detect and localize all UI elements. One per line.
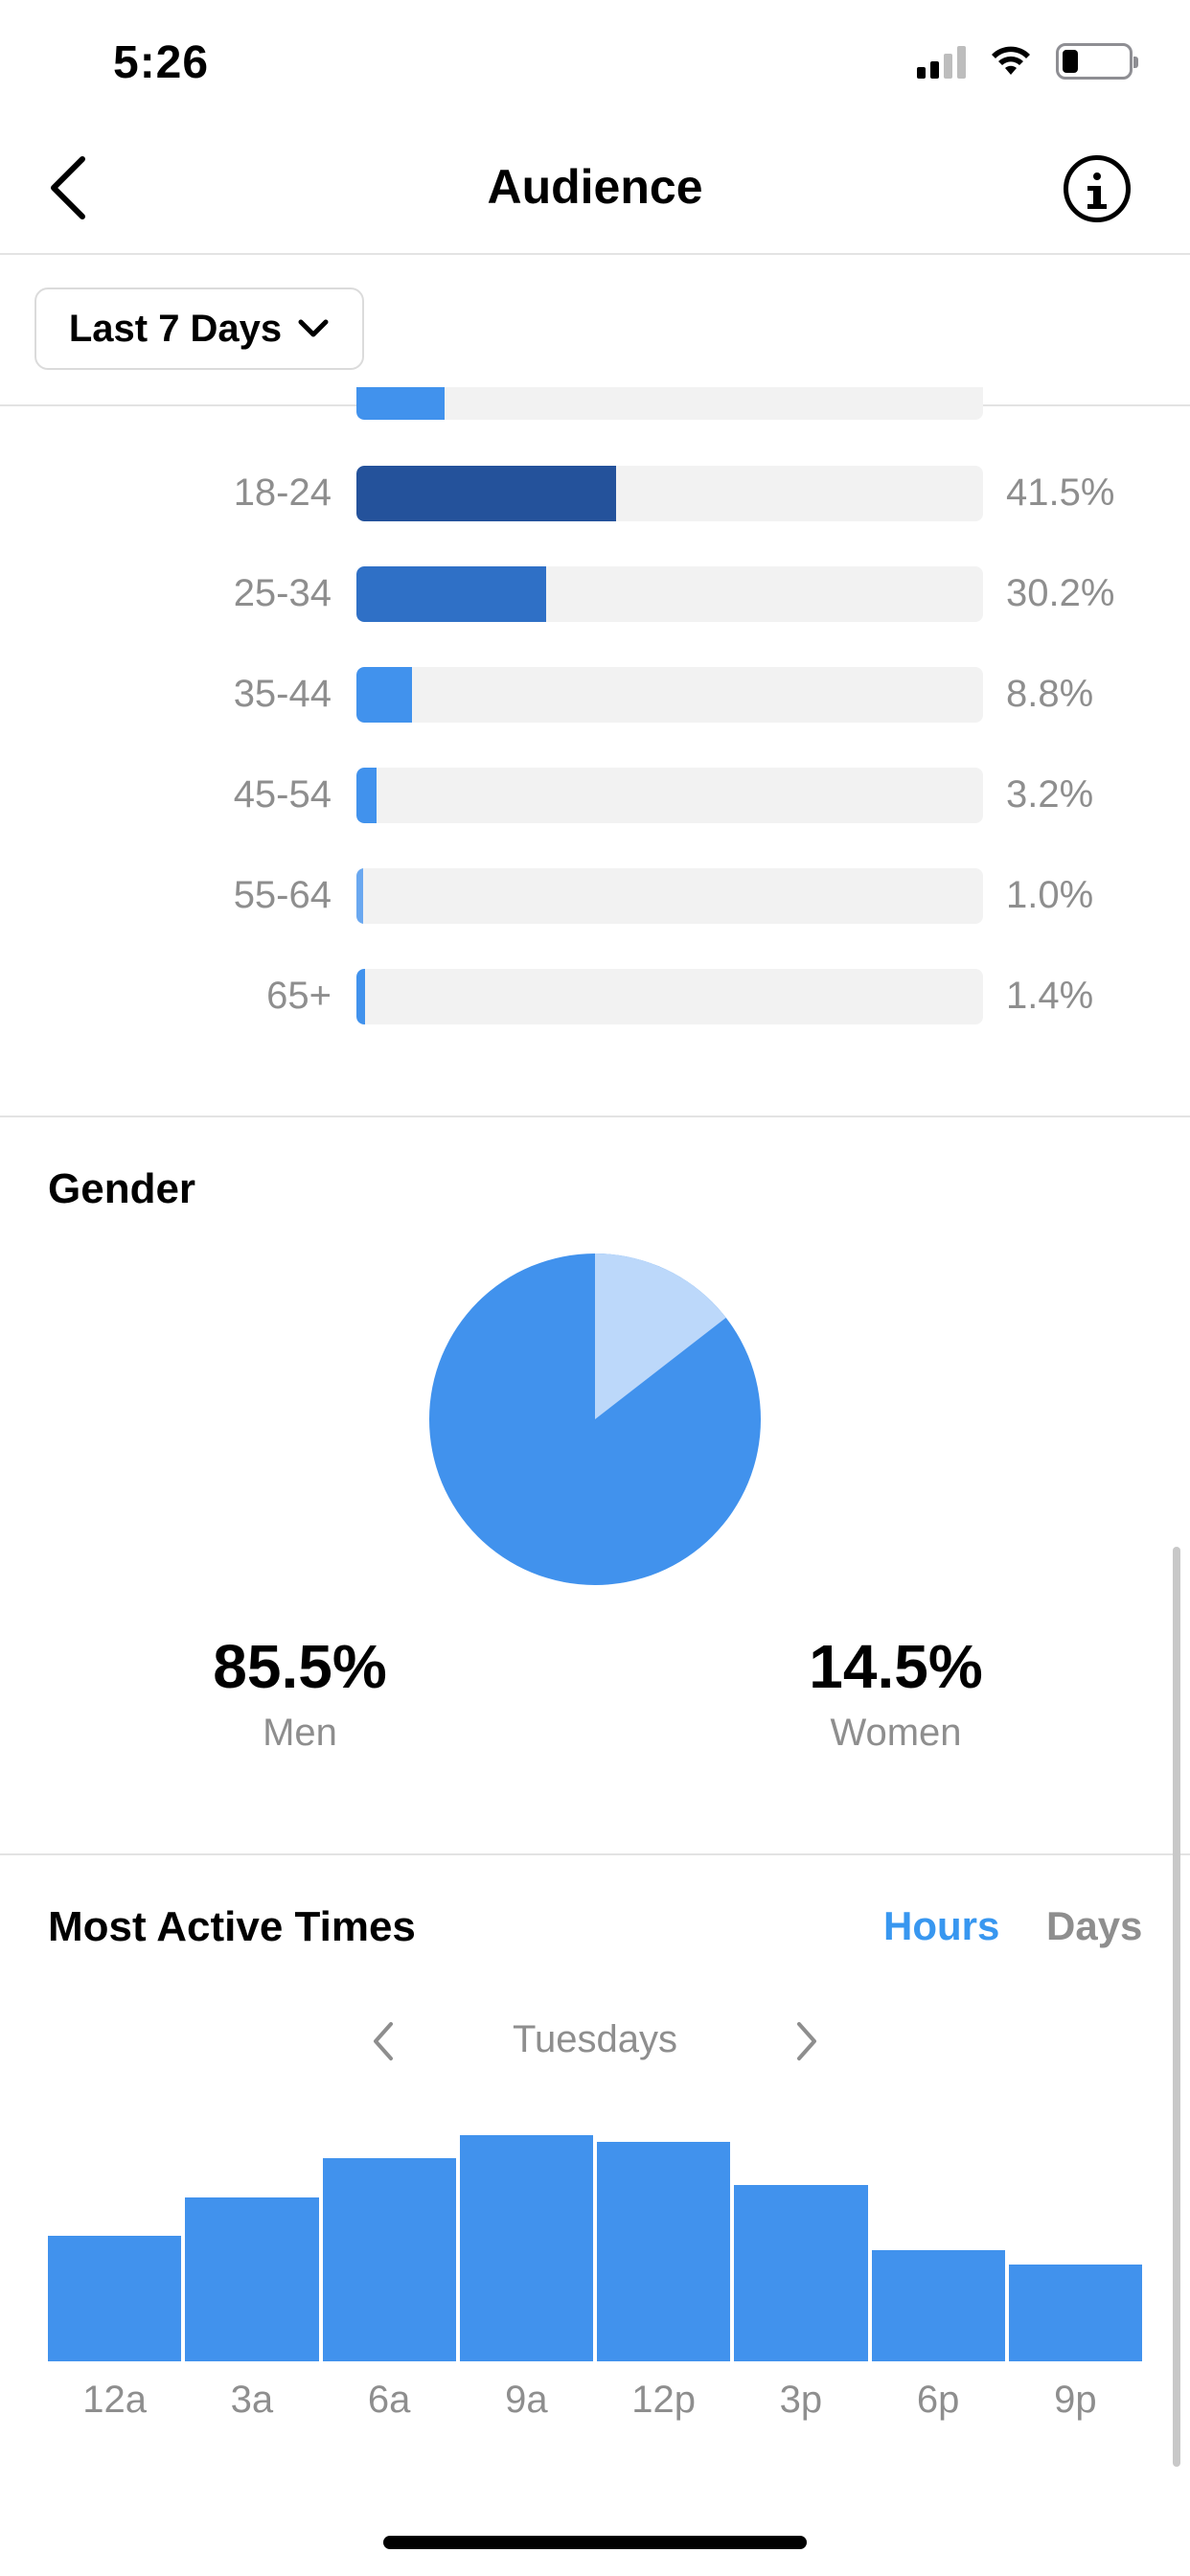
page-title: Audience <box>487 160 703 214</box>
gender-section-divider <box>0 1853 1190 1855</box>
pie-slice-women <box>595 1254 726 1419</box>
battery-icon <box>1056 43 1138 80</box>
age-range-label: 55-64 <box>233 874 332 916</box>
hour-tick-label: 9a <box>505 2379 548 2421</box>
age-row: 35-44 8.8% <box>0 667 1190 723</box>
hour-tick-label: 3a <box>230 2379 274 2421</box>
hour-bar-12a <box>48 2235 182 2361</box>
hour-tick-label: 3p <box>779 2379 823 2421</box>
hour-bar-12p <box>597 2142 731 2361</box>
date-range-label: Last 7 Days <box>68 307 283 350</box>
age-range-label: 35-44 <box>233 673 332 715</box>
gender-pie-chart <box>429 1254 761 1585</box>
date-range-dropdown[interactable]: Last 7 Days <box>34 288 364 370</box>
age-percent: 1.0% <box>1006 874 1094 916</box>
age-row: 18-24 41.5% <box>0 466 1190 521</box>
tab-days[interactable]: Days <box>1046 1903 1143 1948</box>
back-chevron-icon[interactable] <box>40 151 98 224</box>
status-time: 5:26 <box>113 37 210 88</box>
home-indicator[interactable] <box>383 2536 807 2549</box>
hour-bar-3a <box>185 2197 319 2361</box>
selected-day-label: Tuesdays <box>513 2018 677 2060</box>
age-range-label: 18-24 <box>233 472 332 514</box>
age-range-label: 45-54 <box>233 773 332 816</box>
hour-tick-label: 9p <box>1054 2379 1097 2421</box>
age-row: 55-64 1.0% <box>0 868 1190 924</box>
cellular-signal-icon <box>917 44 966 79</box>
age-bar-track <box>356 667 983 723</box>
age-bar-track <box>356 868 983 924</box>
age-bar-track <box>356 566 983 622</box>
hour-bar-6a <box>322 2157 456 2361</box>
men-label: Men <box>263 1712 337 1754</box>
day-navigator: Tuesdays <box>0 2012 1190 2070</box>
hour-tick-label: 6p <box>916 2379 960 2421</box>
women-percent: 14.5% <box>809 1632 983 1701</box>
gender-stat-women: 14.5% Women <box>704 1631 1087 1755</box>
scroll-indicator <box>1173 1547 1180 2467</box>
hour-bar-3p <box>734 2185 868 2361</box>
header-divider <box>0 253 1190 255</box>
hour-tick-label: 12p <box>631 2379 696 2421</box>
next-day-chevron-icon[interactable] <box>788 2016 826 2066</box>
age-percent: 3.2% <box>1006 773 1094 816</box>
age-percent: 30.2% <box>1006 572 1115 614</box>
women-label: Women <box>830 1712 962 1754</box>
age-percent: 8.8% <box>1006 673 1094 715</box>
info-icon[interactable] <box>1064 155 1131 222</box>
active-times-title: Most Active Times <box>48 1903 416 1950</box>
hour-tick-label: 6a <box>367 2379 411 2421</box>
status-icons <box>917 42 1138 80</box>
gender-section-title: Gender <box>48 1165 196 1212</box>
hour-bar-9p <box>1008 2264 1142 2361</box>
age-bar-track-partial <box>356 387 983 420</box>
age-bar-fill <box>356 667 412 723</box>
age-bar-track <box>356 969 983 1024</box>
age-range-label: 25-34 <box>233 572 332 614</box>
age-row: 25-34 30.2% <box>0 566 1190 622</box>
age-bar-fill <box>356 868 363 924</box>
age-bar-fill <box>356 969 366 1024</box>
gender-stat-men: 85.5% Men <box>108 1631 492 1755</box>
hour-bar-6p <box>871 2249 1005 2361</box>
age-bar-track <box>356 768 983 823</box>
age-bar-fill <box>356 466 617 521</box>
men-percent: 85.5% <box>213 1632 387 1701</box>
age-section-divider <box>0 1116 1190 1117</box>
hour-tick-label: 12a <box>82 2379 147 2421</box>
age-percent: 1.4% <box>1006 975 1094 1017</box>
tab-hours[interactable]: Hours <box>883 1903 1000 1948</box>
age-bar-track <box>356 466 983 521</box>
age-percent: 41.5% <box>1006 472 1115 514</box>
wifi-icon <box>992 46 1030 75</box>
age-range-label: 65+ <box>266 975 332 1017</box>
previous-day-chevron-icon[interactable] <box>364 2016 402 2066</box>
chevron-down-icon <box>298 319 329 337</box>
age-row: 65+ 1.4% <box>0 969 1190 1024</box>
age-bar-fill <box>356 768 377 823</box>
hour-bar-9a <box>459 2134 593 2361</box>
age-bar-fill-partial <box>356 387 445 420</box>
active-hours-bar-chart: 12a 3a 6a 9a 12p 3p 6p 9p <box>48 2128 1142 2421</box>
age-row: 45-54 3.2% <box>0 768 1190 823</box>
age-bar-fill <box>356 566 546 622</box>
